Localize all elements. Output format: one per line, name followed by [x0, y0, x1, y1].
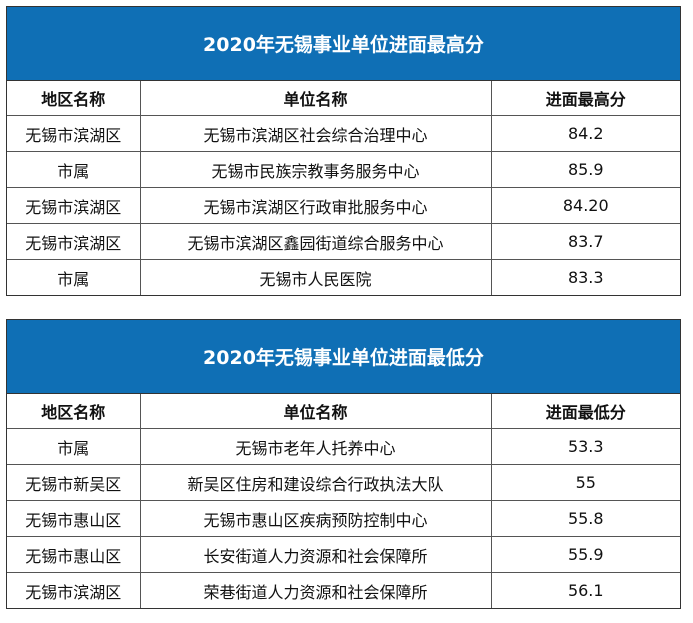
table-row: 市属 无锡市人民医院 83.3 — [7, 259, 680, 295]
table-row: 无锡市滨湖区 荣巷街道人力资源和社会保障所 56.1 — [7, 572, 680, 608]
table-row: 无锡市惠山区 长安街道人力资源和社会保障所 55.9 — [7, 536, 680, 573]
cell-score: 56.1 — [490, 572, 680, 608]
cell-region: 无锡市滨湖区 — [7, 115, 141, 152]
header-unit: 单位名称 — [139, 81, 492, 116]
cell-region: 市属 — [7, 151, 141, 188]
highest-score-table: 2020年无锡事业单位进面最高分 地区名称 单位名称 进面最高分 无锡市滨湖区 … — [6, 6, 681, 296]
cell-score: 55 — [490, 464, 680, 501]
cell-score: 55.8 — [490, 500, 680, 537]
lowest-score-title: 2020年无锡事业单位进面最低分 — [7, 320, 680, 394]
cell-unit: 荣巷街道人力资源和社会保障所 — [139, 572, 492, 608]
cell-unit: 无锡市滨湖区社会综合治理中心 — [139, 115, 492, 152]
cell-region: 无锡市新吴区 — [7, 464, 141, 501]
cell-score: 55.9 — [490, 536, 680, 573]
cell-unit: 无锡市滨湖区行政审批服务中心 — [139, 187, 492, 224]
table-row: 无锡市新吴区 新吴区住房和建设综合行政执法大队 55 — [7, 464, 680, 501]
cell-score: 85.9 — [490, 151, 680, 188]
header-score: 进面最低分 — [490, 394, 680, 429]
table-row: 无锡市滨湖区 无锡市滨湖区行政审批服务中心 84.20 — [7, 187, 680, 224]
cell-score: 84.2 — [490, 115, 680, 152]
cell-region: 无锡市惠山区 — [7, 500, 141, 537]
table-row: 无锡市惠山区 无锡市惠山区疾病预防控制中心 55.8 — [7, 500, 680, 537]
cell-unit: 无锡市老年人托养中心 — [139, 428, 492, 465]
cell-region: 市属 — [7, 428, 141, 465]
cell-score: 84.20 — [490, 187, 680, 224]
cell-unit: 无锡市惠山区疾病预防控制中心 — [139, 500, 492, 537]
cell-unit: 无锡市民族宗教事务服务中心 — [139, 151, 492, 188]
cell-region: 无锡市滨湖区 — [7, 187, 141, 224]
highest-score-title: 2020年无锡事业单位进面最高分 — [7, 7, 680, 81]
cell-region: 无锡市惠山区 — [7, 536, 141, 573]
cell-region: 无锡市滨湖区 — [7, 223, 141, 260]
cell-unit: 无锡市滨湖区鑫园街道综合服务中心 — [139, 223, 492, 260]
cell-region: 市属 — [7, 259, 141, 295]
header-score: 进面最高分 — [490, 81, 680, 116]
lowest-score-table: 2020年无锡事业单位进面最低分 地区名称 单位名称 进面最低分 市属 无锡市老… — [6, 319, 681, 609]
table-row: 无锡市滨湖区 无锡市滨湖区社会综合治理中心 84.2 — [7, 115, 680, 152]
cell-unit: 长安街道人力资源和社会保障所 — [139, 536, 492, 573]
cell-region: 无锡市滨湖区 — [7, 572, 141, 608]
table-row: 市属 无锡市民族宗教事务服务中心 85.9 — [7, 151, 680, 188]
table-header-row: 地区名称 单位名称 进面最低分 — [7, 394, 680, 429]
header-region: 地区名称 — [7, 394, 141, 429]
cell-score: 83.7 — [490, 223, 680, 260]
header-unit: 单位名称 — [139, 394, 492, 429]
cell-score: 53.3 — [490, 428, 680, 465]
cell-score: 83.3 — [490, 259, 680, 295]
table-header-row: 地区名称 单位名称 进面最高分 — [7, 81, 680, 116]
table-row: 无锡市滨湖区 无锡市滨湖区鑫园街道综合服务中心 83.7 — [7, 223, 680, 260]
header-region: 地区名称 — [7, 81, 141, 116]
table-row: 市属 无锡市老年人托养中心 53.3 — [7, 428, 680, 465]
cell-unit: 新吴区住房和建设综合行政执法大队 — [139, 464, 492, 501]
cell-unit: 无锡市人民医院 — [139, 259, 492, 295]
